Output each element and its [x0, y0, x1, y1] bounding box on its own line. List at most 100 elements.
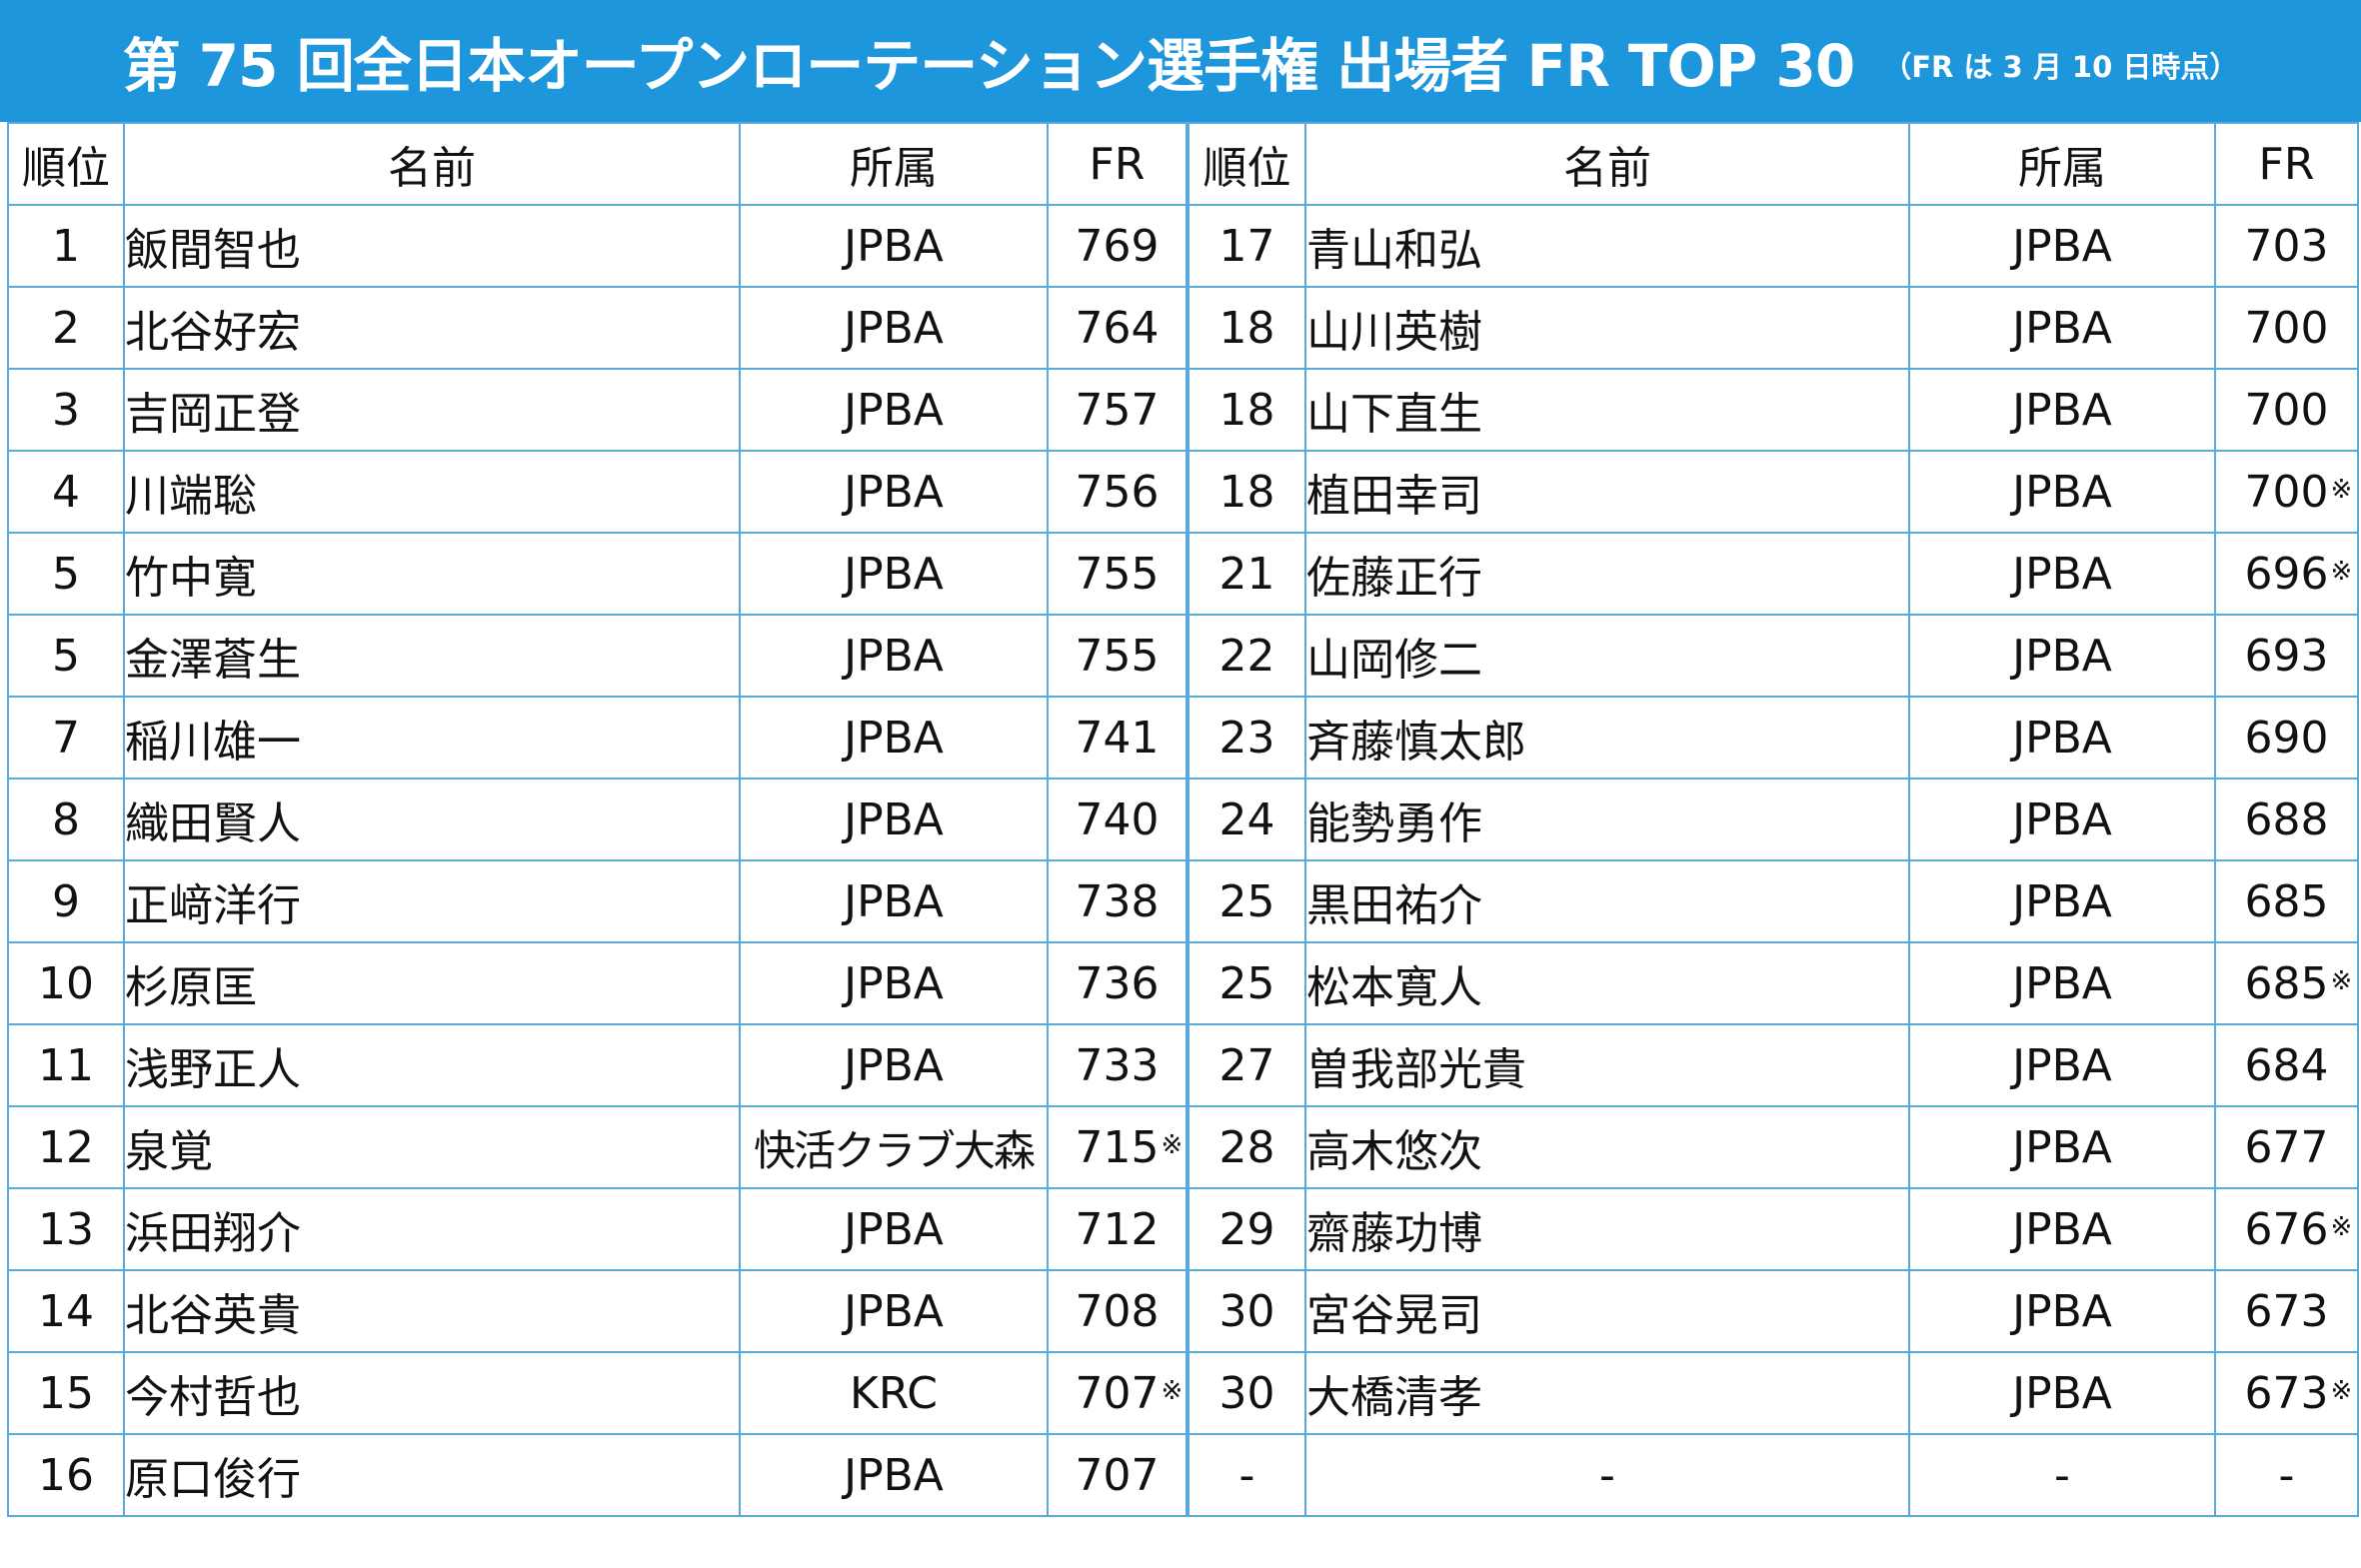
rank-cell: 5 — [7, 614, 125, 698]
fr-cell: 700 — [2214, 368, 2359, 452]
fr-cell: 688 — [2214, 778, 2359, 861]
affiliation-cell: JPBA — [739, 1433, 1049, 1517]
table-row: 3 吉岡正登 JPBA 757 18 山下直生 JPBA 700 — [7, 368, 2359, 452]
table-row: 9 正﨑洋行 JPBA 738 25 黒田祐介 JPBA 685 — [7, 859, 2359, 943]
affiliation-cell: JPBA — [1908, 368, 2216, 452]
header-org: 所属 — [1908, 122, 2216, 206]
affiliation-cell: JPBA — [1908, 204, 2216, 288]
rank-cell: 23 — [1185, 696, 1306, 780]
header-rank: 順位 — [7, 122, 125, 206]
player-name-cell: 佐藤正行 — [1304, 532, 1910, 616]
header-row: 順位 名前 所属 FR 順位 名前 所属 FR — [7, 122, 2359, 206]
rank-cell: 12 — [7, 1105, 125, 1189]
player-name-cell: 金澤蒼生 — [123, 614, 741, 698]
rank-cell: 8 — [7, 778, 125, 861]
fr-value: 764 — [1075, 302, 1160, 354]
page-title: 第 75 回全日本オープンローテーション選手権 出場者 FR TOP 30 — [122, 32, 1856, 100]
player-name-cell: 泉覚 — [123, 1105, 741, 1189]
fr-value: 707 — [1075, 1449, 1160, 1501]
fr-value-wrap: 700 ※ — [2245, 467, 2353, 518]
rank-cell: 30 — [1185, 1269, 1306, 1353]
affiliation-cell: JPBA — [739, 1023, 1049, 1107]
fr-value: 712 — [1075, 1203, 1160, 1255]
fr-value: 707 — [1075, 1367, 1160, 1419]
affiliation-cell: JPBA — [1908, 532, 2216, 616]
fr-value-wrap: 707 — [1076, 1450, 1160, 1501]
player-name-cell: 北谷好宏 — [123, 286, 741, 370]
rank-cell: 10 — [7, 941, 125, 1025]
fr-cell: - — [2214, 1433, 2359, 1517]
fr-cell: 707 ※ — [1047, 1351, 1188, 1435]
fr-cell: 673 ※ — [2214, 1351, 2359, 1435]
rank-cell: 24 — [1185, 778, 1306, 861]
player-name-cell: 高木悠次 — [1304, 1105, 1910, 1189]
player-name-cell: 山下直生 — [1304, 368, 1910, 452]
fr-value: 755 — [1075, 548, 1160, 600]
rank-cell: 4 — [7, 450, 125, 534]
player-name-cell: 正﨑洋行 — [123, 859, 741, 943]
fr-value: 685 — [2244, 957, 2329, 1009]
fr-value: 676 — [2244, 1203, 2329, 1255]
fr-value: 733 — [1075, 1039, 1160, 1091]
affiliation-cell: JPBA — [739, 696, 1049, 780]
fr-value-wrap: 733 — [1076, 1040, 1160, 1091]
table-row: 16 原口俊行 JPBA 707- - - - — [7, 1433, 2359, 1517]
player-name-cell: 稲川雄一 — [123, 696, 741, 780]
table-row: 5 竹中寛 JPBA 755 21 佐藤正行 JPBA 696 ※ — [7, 532, 2359, 616]
fr-value: 756 — [1075, 466, 1160, 518]
fr-cell: 685 ※ — [2214, 941, 2359, 1025]
fr-value-wrap: 677 — [2245, 1122, 2329, 1173]
player-name-cell: 吉岡正登 — [123, 368, 741, 452]
table-row: 4 川端聡 JPBA 756 18 植田幸司 JPBA 700 ※ — [7, 450, 2359, 534]
note-mark: ※ — [1161, 1129, 1183, 1160]
fr-cell: 741 — [1047, 696, 1188, 780]
rank-cell: 13 — [7, 1187, 125, 1271]
note-mark: ※ — [1161, 1375, 1183, 1406]
player-name-cell: 曽我部光貴 — [1304, 1023, 1910, 1107]
rank-cell: 22 — [1185, 614, 1306, 698]
player-name-cell: 宮谷晃司 — [1304, 1269, 1910, 1353]
fr-cell: 736 — [1047, 941, 1188, 1025]
fr-value-wrap: 764 — [1076, 303, 1160, 354]
affiliation-cell: JPBA — [739, 859, 1049, 943]
fr-cell: 700 — [2214, 286, 2359, 370]
rank-cell: 2 — [7, 286, 125, 370]
fr-cell: 684 — [2214, 1023, 2359, 1107]
player-name-cell: - — [1304, 1433, 1910, 1517]
affiliation-cell: JPBA — [739, 368, 1049, 452]
fr-cell: 757 — [1047, 368, 1188, 452]
page-subtitle: （FR は 3 月 10 日時点） — [1882, 50, 2239, 84]
fr-value-wrap: 684 — [2245, 1040, 2329, 1091]
fr-cell: 673 — [2214, 1269, 2359, 1353]
table-row: 5 金澤蒼生 JPBA 755 22 山岡修二 JPBA 693 — [7, 614, 2359, 698]
player-name-cell: 松本寛人 — [1304, 941, 1910, 1025]
note-mark: ※ — [2330, 556, 2353, 587]
affiliation-cell: JPBA — [739, 1187, 1049, 1271]
rank-cell: 28 — [1185, 1105, 1306, 1189]
player-name-cell: 大橋清孝 — [1304, 1351, 1910, 1435]
fr-cell: 707 — [1047, 1433, 1188, 1517]
fr-cell: 677 — [2214, 1105, 2359, 1189]
note-mark: ※ — [2330, 474, 2353, 505]
fr-cell: 715 ※ — [1047, 1105, 1188, 1189]
table-row: 8 織田賢人 JPBA 740 24 能勢勇作 JPBA 688 — [7, 778, 2359, 861]
player-name-cell: 織田賢人 — [123, 778, 741, 861]
fr-value-wrap: 693 — [2245, 631, 2329, 682]
fr-cell: 700 ※ — [2214, 450, 2359, 534]
fr-value-wrap: 755 — [1076, 549, 1160, 600]
fr-value-wrap: - — [2279, 1450, 2295, 1501]
fr-cell: 756 — [1047, 450, 1188, 534]
rank-cell: 11 — [7, 1023, 125, 1107]
player-name-cell: 齋藤功博 — [1304, 1187, 1910, 1271]
fr-cell: 769 — [1047, 204, 1188, 288]
fr-cell: 676 ※ — [2214, 1187, 2359, 1271]
affiliation-cell: JPBA — [1908, 1269, 2216, 1353]
note-mark: ※ — [2330, 1211, 2353, 1242]
rank-cell: 25 — [1185, 941, 1306, 1025]
rank-cell: 15 — [7, 1351, 125, 1435]
fr-cell: 712 — [1047, 1187, 1188, 1271]
affiliation-cell: JPBA — [1908, 450, 2216, 534]
affiliation-cell: JPBA — [1908, 1023, 2216, 1107]
affiliation-cell: JPBA — [1908, 614, 2216, 698]
affiliation-cell: JPBA — [1908, 859, 2216, 943]
